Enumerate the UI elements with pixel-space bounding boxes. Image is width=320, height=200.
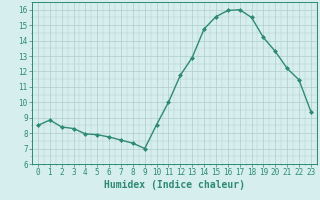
- X-axis label: Humidex (Indice chaleur): Humidex (Indice chaleur): [104, 180, 245, 190]
